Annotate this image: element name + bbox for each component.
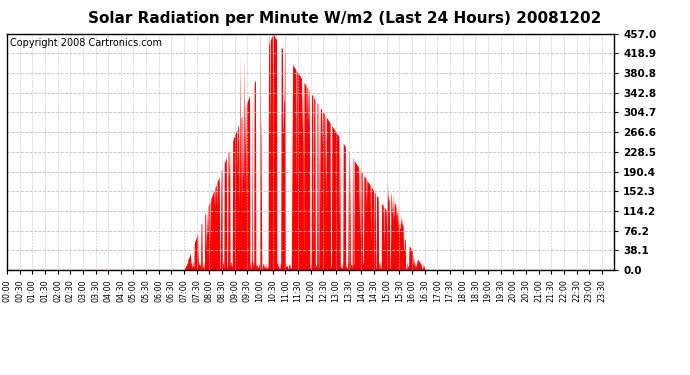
- Text: Solar Radiation per Minute W/m2 (Last 24 Hours) 20081202: Solar Radiation per Minute W/m2 (Last 24…: [88, 11, 602, 26]
- Text: Copyright 2008 Cartronics.com: Copyright 2008 Cartronics.com: [10, 39, 162, 48]
